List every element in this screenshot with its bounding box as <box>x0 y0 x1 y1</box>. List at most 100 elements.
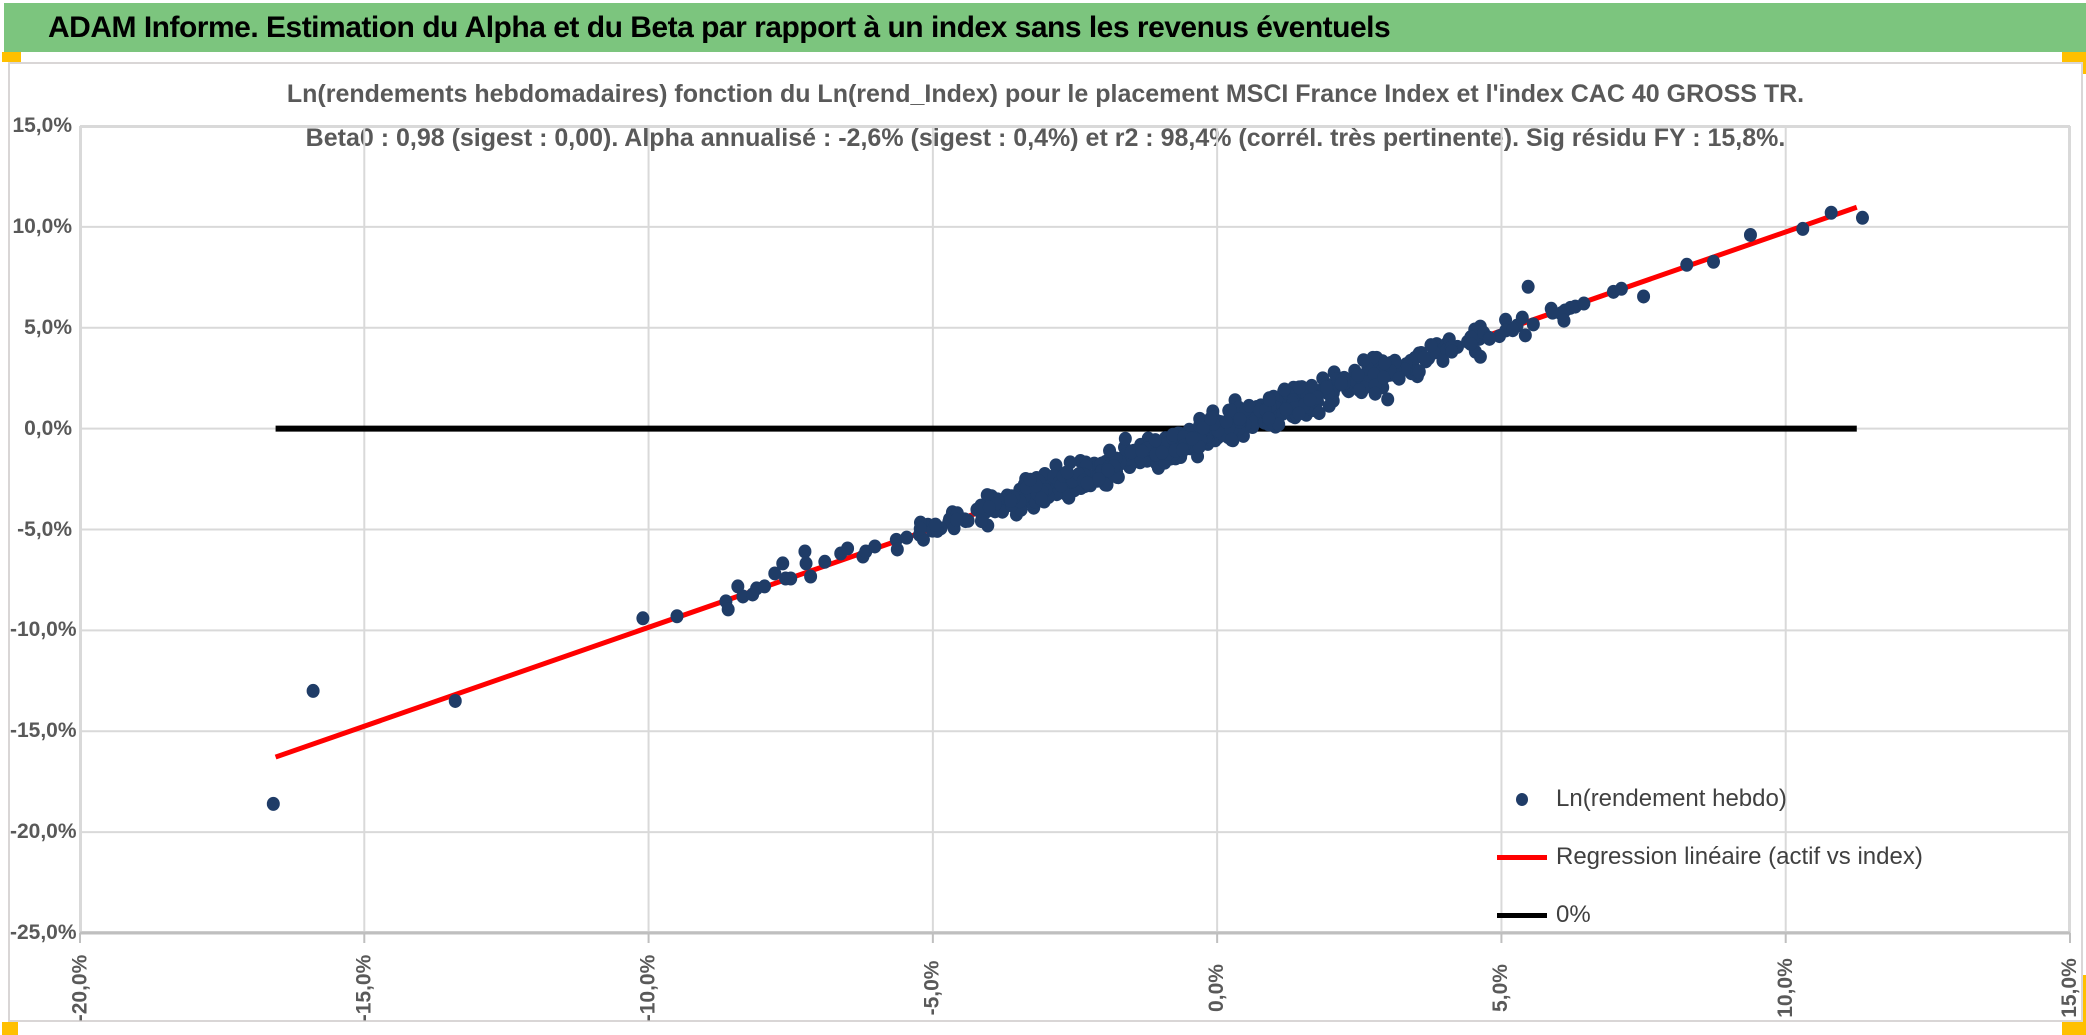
scatter-point <box>1004 493 1018 508</box>
scatter-point <box>1855 210 1869 225</box>
scatter-point <box>1445 344 1459 359</box>
scatter-point <box>1352 383 1366 398</box>
scatter-point <box>1824 205 1838 220</box>
scatter-point <box>1743 227 1757 242</box>
scatter-point <box>1377 370 1391 385</box>
scatter-point <box>961 513 975 528</box>
accent-square <box>2 1022 18 1035</box>
scatter-point <box>1521 279 1535 294</box>
x-tick-label: -20,0% <box>67 954 91 1022</box>
x-tick-label: 0,0% <box>1205 964 1229 1012</box>
scatter-point <box>1196 421 1210 436</box>
y-tick-label: -25,0% <box>10 921 77 944</box>
scatter-point <box>980 488 994 503</box>
legend-label: Regression linéaire (actif vs index) <box>1556 843 1923 870</box>
plot-area <box>79 125 2071 943</box>
scatter-point <box>1242 398 1256 413</box>
y-tick-label: -15,0% <box>10 719 77 743</box>
scatter-point <box>799 556 813 571</box>
scatter-point <box>1557 313 1571 328</box>
scatter-point <box>1263 392 1277 407</box>
y-tick-label: -10,0% <box>10 618 77 642</box>
scatter-point <box>721 602 735 617</box>
scatter-point <box>1279 402 1293 417</box>
scatter-point <box>890 542 904 557</box>
x-tick-label: -5,0% <box>920 960 944 1016</box>
scatter-point <box>1499 312 1513 327</box>
legend-label: 0% <box>1556 901 1591 928</box>
scatter-point <box>1322 398 1336 413</box>
legend-item-zero[interactable]: 0% <box>1492 886 1923 944</box>
scatter-point <box>868 539 882 554</box>
scatter-point <box>950 512 964 527</box>
scatter-point <box>900 530 914 545</box>
accent-square <box>2062 1022 2086 1035</box>
scatter-point <box>1278 382 1292 397</box>
scatter-point <box>1506 323 1520 338</box>
scatter-point <box>1637 289 1651 304</box>
scatter-point <box>1351 367 1365 382</box>
legend-label: Ln(rendement hebdo) <box>1556 785 1787 812</box>
scatter-point <box>1166 427 1180 442</box>
scatter-point <box>1034 491 1048 506</box>
scatter-point <box>1378 356 1392 371</box>
scatter-point <box>1680 257 1694 272</box>
x-tick-label: -10,0% <box>636 954 660 1022</box>
scatter-point <box>1320 380 1334 395</box>
scatter-point <box>1546 305 1560 320</box>
scatter-point <box>1368 386 1382 401</box>
scatter-point <box>1223 403 1237 418</box>
scatter-point <box>1357 353 1371 368</box>
scatter-point <box>1135 444 1149 459</box>
chart-title-line2: Beta0 : 0,98 (sigest : 0,00). Alpha annu… <box>305 124 1786 152</box>
scatter-point <box>1023 472 1037 487</box>
scatter-point <box>818 554 832 569</box>
scatter-point <box>1526 317 1540 332</box>
scatter-point <box>784 571 798 586</box>
scatter-point <box>928 517 942 532</box>
accent-square <box>2062 52 2086 64</box>
scatter-point <box>1518 328 1532 343</box>
scatter-point <box>1305 378 1319 393</box>
scatter-point <box>1482 331 1496 346</box>
scatter-point <box>758 579 772 594</box>
scatter-point <box>1473 349 1487 364</box>
scatter-point <box>1204 411 1218 426</box>
scatter-point <box>1155 445 1169 460</box>
scatter-point <box>1124 445 1138 460</box>
chart-container[interactable]: Ln(rendements hebdomadaires) fonction du… <box>8 62 2083 1022</box>
scatter-point <box>448 693 462 708</box>
y-tick-label: -5,0% <box>17 517 72 541</box>
scatter-point <box>1272 417 1286 432</box>
scatter-point <box>1101 463 1115 478</box>
scatter-point <box>1049 458 1063 473</box>
scatter-point <box>266 796 280 811</box>
y-tick-label: 15,0% <box>12 114 72 137</box>
scatter-point <box>1424 338 1438 353</box>
scatter-point <box>913 521 927 536</box>
scatter-point <box>1118 431 1132 446</box>
regression-line-icon <box>1497 854 1547 860</box>
chart-legend: Ln(rendement hebdo) Regression linéaire … <box>1492 770 1923 944</box>
scatter-point <box>798 544 812 559</box>
scatter-point <box>1577 296 1591 311</box>
legend-item-regression[interactable]: Regression linéaire (actif vs index) <box>1492 828 1923 886</box>
y-tick-label: 0,0% <box>24 416 72 440</box>
scatter-point <box>804 569 818 584</box>
scatter-point <box>1185 431 1199 446</box>
scatter-point <box>636 611 650 626</box>
scatter-dot-icon <box>1516 792 1528 806</box>
scatter-point <box>1417 350 1431 365</box>
x-tick-label: 5,0% <box>1489 964 1513 1012</box>
x-tick-label: -15,0% <box>352 954 376 1022</box>
scatter-point <box>1492 329 1506 344</box>
scatter-point <box>1412 364 1426 379</box>
y-tick-label: 5,0% <box>24 315 72 339</box>
y-tick-label: -20,0% <box>10 820 77 844</box>
scatter-series <box>266 205 1869 811</box>
scatter-point <box>1175 442 1189 457</box>
legend-item-scatter[interactable]: Ln(rendement hebdo) <box>1492 770 1923 828</box>
scatter-point <box>776 556 790 571</box>
scatter-point <box>1436 353 1450 368</box>
scatter-point <box>1103 443 1117 458</box>
